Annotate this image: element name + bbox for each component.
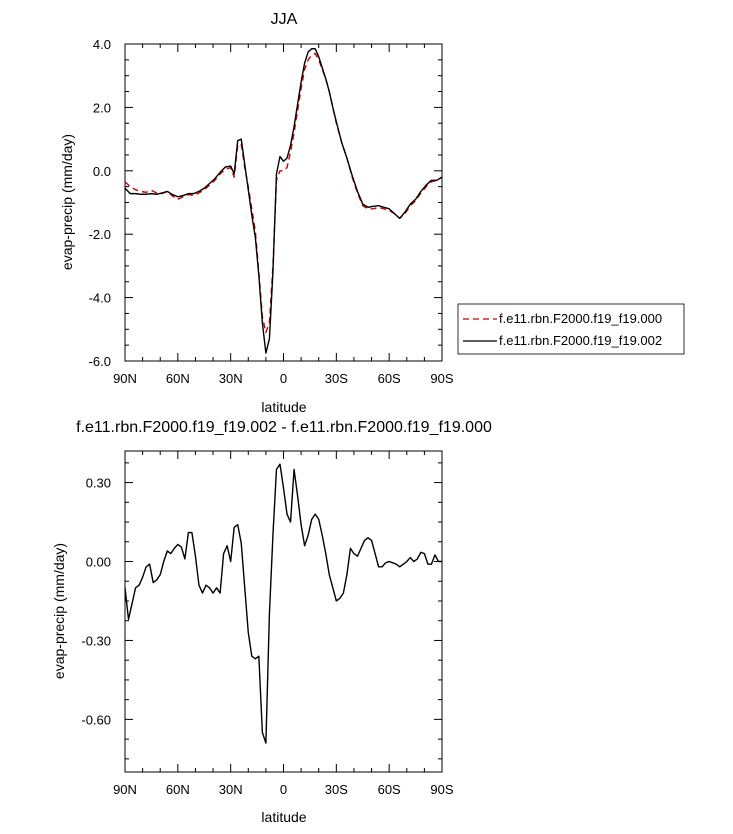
top-y-tick-label: -4.0 [89,291,111,306]
bottom-y-axis-label: evap-precip (mm/day) [51,543,67,679]
bottom-series-0-line [124,463,442,744]
top-y-tick-label: -2.0 [89,227,111,242]
top-series-0-line [124,52,443,334]
bottom-chart-title: f.e11.rbn.F2000.f19_f19.002 - f.e11.rbn.… [76,419,492,436]
bottom-axis-ticks: 90N 60N 30N 0 30S 60S 90S -0.60 -0.30 0.00 0.30 [81,451,454,797]
bottom-plot-frame [124,450,443,773]
top-y-axis-label: evap-precip (mm/day) [59,134,75,270]
legend-entry-002: f.e11.rbn.F2000.f19_f19.002 [499,333,662,348]
top-y-tick-label: 2.0 [93,100,111,115]
top-x-tick-label: 90S [430,371,453,386]
top-series-1-line [124,48,443,354]
bottom-x-axis-label: latitude [261,809,306,825]
top-panel: JJA 90N 60N 30N 0 30S 60S 90S -6.0 -4.0 -2.0 0.0 2.… [59,11,685,415]
bottom-x-tick-label: 0 [280,782,287,797]
top-x-axis-label: latitude [261,399,306,415]
bottom-series-lines [124,463,442,744]
bottom-x-tick-label: 30S [325,782,348,797]
bottom-x-tick-label: 90S [430,782,453,797]
top-y-tick-label: -6.0 [89,354,111,369]
bottom-x-tick-label: 60S [378,782,401,797]
bottom-y-tick-label: 0.30 [86,476,111,491]
top-x-tick-label: 30S [325,371,348,386]
top-x-tick-label: 0 [280,371,287,386]
top-y-tick-label: 0.0 [93,164,111,179]
legend-entry-000: f.e11.rbn.F2000.f19_f19.000 [499,311,662,326]
top-series-lines [124,48,443,354]
bottom-y-tick-label: -0.60 [81,712,111,727]
legend: f.e11.rbn.F2000.f19_f19.000 f.e11.rbn.F2… [457,303,685,355]
top-x-tick-label: 30N [219,371,243,386]
top-y-tick-label: 4.0 [93,37,111,52]
bottom-x-tick-label: 60N [166,782,190,797]
bottom-x-tick-label: 30N [219,782,243,797]
bottom-x-tick-label: 90N [113,782,137,797]
top-chart-title: JJA [271,11,298,28]
bottom-panel: f.e11.rbn.F2000.f19_f19.002 - f.e11.rbn.… [51,419,492,825]
bottom-y-tick-label: 0.00 [86,555,111,570]
legend-box [457,303,685,355]
top-x-tick-label: 60N [166,371,190,386]
top-x-tick-label: 90N [113,371,137,386]
bottom-y-tick-label: -0.30 [81,633,111,648]
top-plot-frame [124,43,443,362]
top-axis-ticks: 90N 60N 30N 0 30S 60S 90S -6.0 -4.0 -2.0 0.0 2.0 4.0 [89,37,454,386]
top-x-tick-label: 60S [378,371,401,386]
